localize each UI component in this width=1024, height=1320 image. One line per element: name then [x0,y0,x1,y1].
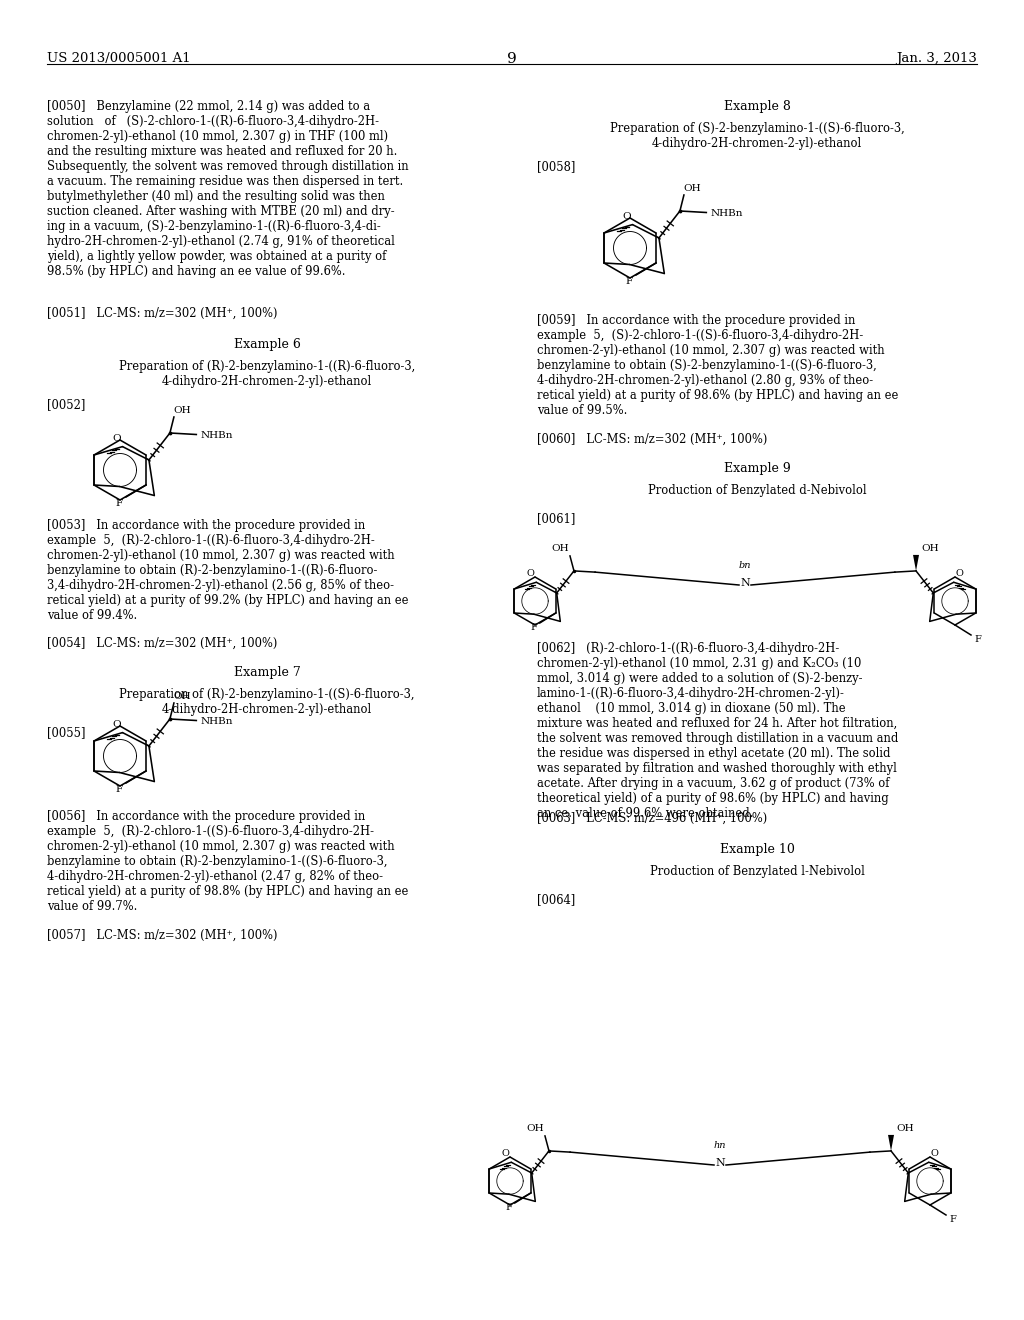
Text: hn: hn [714,1140,726,1150]
Text: OH: OH [526,1123,544,1133]
Text: NHBn: NHBn [711,209,742,218]
Text: Example 9: Example 9 [724,462,791,475]
Text: F: F [949,1214,955,1224]
Text: [0051]   LC-MS: m/z=302 (MH⁺, 100%): [0051] LC-MS: m/z=302 (MH⁺, 100%) [47,308,278,319]
Text: Example 8: Example 8 [724,100,791,114]
Text: [0056]   In accordance with the procedure provided in
example  5,  (R)-2-chloro-: [0056] In accordance with the procedure … [47,810,409,913]
Text: OH: OH [173,407,190,414]
Text: F: F [974,635,981,644]
Text: [0055]: [0055] [47,726,85,739]
Text: [0057]   LC-MS: m/z=302 (MH⁺, 100%): [0057] LC-MS: m/z=302 (MH⁺, 100%) [47,929,278,942]
Text: OH: OH [896,1123,913,1133]
Text: N: N [740,578,750,587]
Text: [0059]   In accordance with the procedure provided in
example  5,  (S)-2-chloro-: [0059] In accordance with the procedure … [537,314,898,417]
Text: bn: bn [738,561,752,570]
Text: O: O [112,433,121,442]
Text: OH: OH [173,692,190,701]
Text: Preparation of (R)-2-benzylamino-1-((R)-6-fluoro-3,
4-dihydro-2H-chromen-2-yl)-e: Preparation of (R)-2-benzylamino-1-((R)-… [119,360,415,388]
Text: O: O [502,1150,509,1158]
Text: OH: OH [922,544,939,553]
Text: O: O [955,569,964,578]
Text: [0058]: [0058] [537,160,575,173]
Text: Jan. 3, 2013: Jan. 3, 2013 [896,51,977,65]
Text: [0064]: [0064] [537,894,575,906]
Text: O: O [931,1150,939,1158]
Text: Preparation of (S)-2-benzylamino-1-((S)-6-fluoro-3,
4-dihydro-2H-chromen-2-yl)-e: Preparation of (S)-2-benzylamino-1-((S)-… [609,121,904,150]
Text: [0053]   In accordance with the procedure provided in
example  5,  (R)-2-chloro-: [0053] In accordance with the procedure … [47,519,409,622]
Text: Example 10: Example 10 [720,843,795,855]
Text: O: O [526,569,535,578]
Text: OH: OH [551,544,568,553]
Text: [0054]   LC-MS: m/z=302 (MH⁺, 100%): [0054] LC-MS: m/z=302 (MH⁺, 100%) [47,638,278,649]
Text: Production of Benzylated d-Nebivolol: Production of Benzylated d-Nebivolol [648,484,866,498]
Polygon shape [888,1135,894,1151]
Text: NHBn: NHBn [201,432,232,440]
Text: [0050]   Benzylamine (22 mmol, 2.14 g) was added to a
solution   of   (S)-2-chlo: [0050] Benzylamine (22 mmol, 2.14 g) was… [47,100,409,279]
Text: 9: 9 [507,51,517,66]
Text: F: F [626,277,633,286]
Text: F: F [505,1203,512,1212]
Text: Example 6: Example 6 [233,338,300,351]
Text: [0060]   LC-MS: m/z=302 (MH⁺, 100%): [0060] LC-MS: m/z=302 (MH⁺, 100%) [537,433,767,446]
Text: Preparation of (R)-2-benzylamino-1-((S)-6-fluoro-3,
4-dihydro-2H-chromen-2-yl)-e: Preparation of (R)-2-benzylamino-1-((S)-… [119,688,415,715]
Text: [0052]: [0052] [47,399,85,411]
Text: OH: OH [683,183,700,193]
Text: US 2013/0005001 A1: US 2013/0005001 A1 [47,51,190,65]
Text: [0062]   (R)-2-chloro-1-((R)-6-fluoro-3,4-dihydro-2H-
chromen-2-yl)-ethanol (10 : [0062] (R)-2-chloro-1-((R)-6-fluoro-3,4-… [537,642,898,820]
Text: Example 7: Example 7 [233,667,300,678]
Text: O: O [112,719,121,729]
Text: F: F [116,499,123,508]
Text: Production of Benzylated l-Nebivolol: Production of Benzylated l-Nebivolol [649,865,864,878]
Text: O: O [622,211,631,220]
Polygon shape [913,554,919,572]
Text: N: N [715,1158,725,1168]
Text: [0063]   LC-MS: m/z=496 (MH⁺, 100%): [0063] LC-MS: m/z=496 (MH⁺, 100%) [537,812,767,825]
Text: F: F [529,623,537,632]
Text: F: F [116,785,123,795]
Text: NHBn: NHBn [201,717,232,726]
Text: [0061]: [0061] [537,512,575,525]
